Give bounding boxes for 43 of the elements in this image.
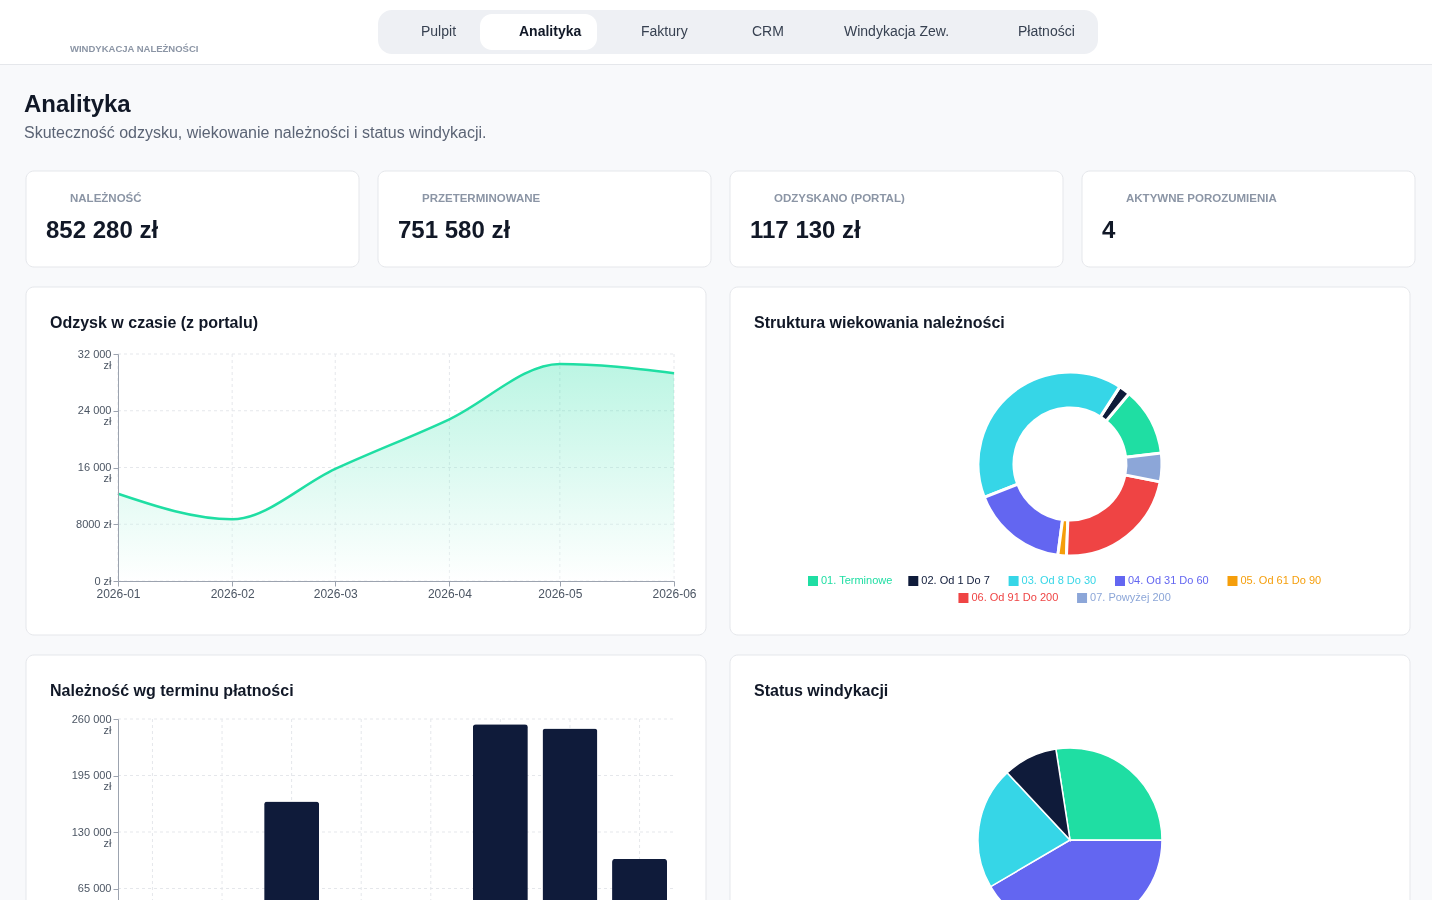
text: NALEŻNOŚĆ	[70, 192, 142, 204]
legend-label: 07. Powyżej 200	[1090, 591, 1171, 603]
text: 117 130 zł	[750, 216, 862, 243]
x-tick-label: 2026-03	[313, 586, 359, 601]
legend-label: 02. Od 1 Do 7	[921, 574, 990, 586]
x-tick-label: 2026-04	[427, 586, 473, 601]
y-tick-label: 65 000	[77, 882, 112, 894]
text: Pulpit	[421, 23, 457, 39]
text: Status windykacji	[754, 682, 889, 699]
y-tick-label: 0 zł	[94, 574, 113, 587]
legend-label: 06. Od 91 Do 200	[971, 591, 1059, 603]
legend-label: 05. Od 61 Do 90	[1240, 574, 1322, 586]
y-tick-label: 195 000 zł	[71, 769, 113, 792]
text: Analityka	[519, 23, 582, 39]
text: Skuteczność odzysku, wiekowanie należności i status windykacji.	[24, 124, 487, 141]
text: Windykacja Zew.	[844, 23, 950, 39]
y-tick-label: 8000 zł	[76, 517, 113, 530]
x-tick-label: 2026-06	[652, 586, 697, 601]
text: 852 280 zł	[46, 216, 159, 243]
text: 751 580 zł	[398, 216, 511, 243]
chart-title: Odzysk w czasie (z portalu)	[50, 314, 259, 331]
y-tick-label: 260 000 zł	[71, 712, 113, 736]
text: Płatności	[1018, 23, 1075, 39]
x-tick-label: 2026-05	[538, 586, 583, 601]
text: Analityka	[24, 90, 132, 117]
text: WINDYKACJA NALEŻNOŚCI	[70, 43, 199, 54]
text: CRM	[752, 23, 784, 39]
y-tick-label: 16 000 zł	[77, 461, 113, 484]
text: Faktury	[641, 23, 688, 39]
x-tick-label: 2026-01	[96, 586, 141, 601]
text: 4	[1102, 216, 1116, 243]
text: PRZETERMINOWANE	[422, 192, 541, 204]
legend-label: 03. Od 8 Do 30	[1021, 574, 1097, 586]
text: AKTYWNE POROZUMIENIA	[1126, 192, 1277, 204]
x-tick-label: 2026-02	[210, 586, 255, 601]
chart-title: Struktura wiekowania należności	[754, 314, 1005, 331]
chart-title: Należność wg terminu płatności	[50, 682, 294, 699]
y-tick-label: 24 000 zł	[77, 404, 113, 428]
y-tick-label: 130 000 zł	[71, 825, 113, 849]
y-tick-label: 32 000 zł	[77, 347, 113, 371]
legend-label: 04. Od 31 Do 60	[1128, 574, 1209, 586]
legend-label: 01. Terminowe	[821, 574, 893, 586]
text: ODZYSKANO (PORTAL)	[774, 192, 905, 204]
